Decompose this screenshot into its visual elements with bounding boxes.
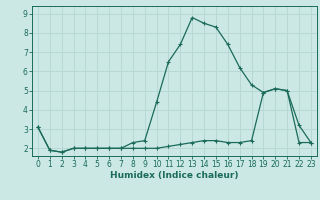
X-axis label: Humidex (Indice chaleur): Humidex (Indice chaleur)	[110, 171, 239, 180]
